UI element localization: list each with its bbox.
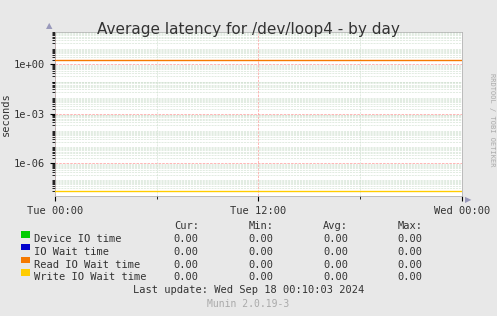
Text: Write IO Wait time: Write IO Wait time xyxy=(34,272,146,283)
Text: Last update: Wed Sep 18 00:10:03 2024: Last update: Wed Sep 18 00:10:03 2024 xyxy=(133,285,364,295)
Text: 0.00: 0.00 xyxy=(248,260,273,270)
Text: 0.00: 0.00 xyxy=(398,234,422,245)
Text: 0.00: 0.00 xyxy=(174,272,199,283)
Text: 0.00: 0.00 xyxy=(174,260,199,270)
Text: Max:: Max: xyxy=(398,221,422,231)
Text: 0.00: 0.00 xyxy=(323,234,348,245)
Text: Read IO Wait time: Read IO Wait time xyxy=(34,260,140,270)
Text: Device IO time: Device IO time xyxy=(34,234,121,245)
Text: 0.00: 0.00 xyxy=(323,260,348,270)
Text: 0.00: 0.00 xyxy=(248,247,273,257)
Text: Avg:: Avg: xyxy=(323,221,348,231)
Text: 0.00: 0.00 xyxy=(398,247,422,257)
Text: Munin 2.0.19-3: Munin 2.0.19-3 xyxy=(207,299,290,309)
Text: 0.00: 0.00 xyxy=(323,272,348,283)
Text: ▲: ▲ xyxy=(46,21,53,30)
Text: 0.00: 0.00 xyxy=(398,260,422,270)
Text: Min:: Min: xyxy=(248,221,273,231)
Text: IO Wait time: IO Wait time xyxy=(34,247,109,257)
Text: ▶: ▶ xyxy=(465,195,471,204)
Text: 0.00: 0.00 xyxy=(323,247,348,257)
Y-axis label: seconds: seconds xyxy=(1,92,11,136)
Text: 0.00: 0.00 xyxy=(248,272,273,283)
Text: Average latency for /dev/loop4 - by day: Average latency for /dev/loop4 - by day xyxy=(97,22,400,37)
Text: 0.00: 0.00 xyxy=(174,234,199,245)
Text: 0.00: 0.00 xyxy=(174,247,199,257)
Text: Cur:: Cur: xyxy=(174,221,199,231)
Text: RRDTOOL / TOBI OETIKER: RRDTOOL / TOBI OETIKER xyxy=(489,73,495,167)
Text: 0.00: 0.00 xyxy=(398,272,422,283)
Text: 0.00: 0.00 xyxy=(248,234,273,245)
